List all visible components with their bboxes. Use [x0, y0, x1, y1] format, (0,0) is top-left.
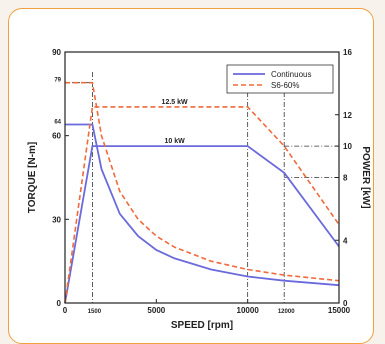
- chart-card: 0 5000 10000 15000 1500 12000 0 30 60 90 64 79 0 4 8 10…: [8, 8, 374, 344]
- y-right-tick-label: 0: [343, 299, 348, 308]
- x-tick-label: 10000: [237, 306, 260, 315]
- legend-label: S6-60%: [271, 81, 299, 90]
- x-axis-label: SPEED [rpm]: [171, 320, 233, 331]
- y-right-tick-label: 12: [343, 111, 352, 120]
- power-annotation: 10 kW: [164, 138, 185, 145]
- y-axis-left-label: TORQUE [N-m]: [27, 142, 38, 213]
- power-annotation: 12.5 kW: [162, 99, 188, 106]
- x-tick-label-small: 12000: [278, 309, 295, 315]
- y-right-tick-label: 10: [343, 142, 352, 151]
- y-left-tick-label: 60: [52, 132, 61, 141]
- x-tick-label: 0: [63, 306, 68, 315]
- series-line-continuous-torque: [65, 123, 340, 287]
- y-axis-right-label: POWER [kW]: [360, 146, 371, 208]
- series-line-continuous-power: [64, 145, 340, 304]
- chart-svg: 0 5000 10000 15000 1500 12000 0 30 60 90 64 79 0 4 8 10…: [27, 48, 371, 331]
- y-right-tick-label: 8: [343, 174, 348, 183]
- series-line-s6-power: [64, 106, 340, 304]
- x-tick-label: 15000: [328, 306, 351, 315]
- legend-label: Continuous: [271, 70, 311, 79]
- y-left-tick-label-small: 64: [54, 120, 61, 126]
- y-left-tick-label: 0: [57, 299, 62, 308]
- y-left-tick-label-small: 79: [54, 78, 61, 84]
- x-tick-label-small: 1500: [88, 309, 102, 315]
- x-tick-label: 5000: [147, 306, 165, 315]
- y-left-tick-label: 30: [52, 215, 61, 224]
- y-right-tick-label: 4: [343, 236, 348, 245]
- y-left-tick-label: 90: [52, 48, 61, 57]
- y-right-tick-label: 16: [343, 48, 352, 57]
- series-line-s6-torque: [65, 81, 340, 282]
- legend-box: [226, 64, 334, 94]
